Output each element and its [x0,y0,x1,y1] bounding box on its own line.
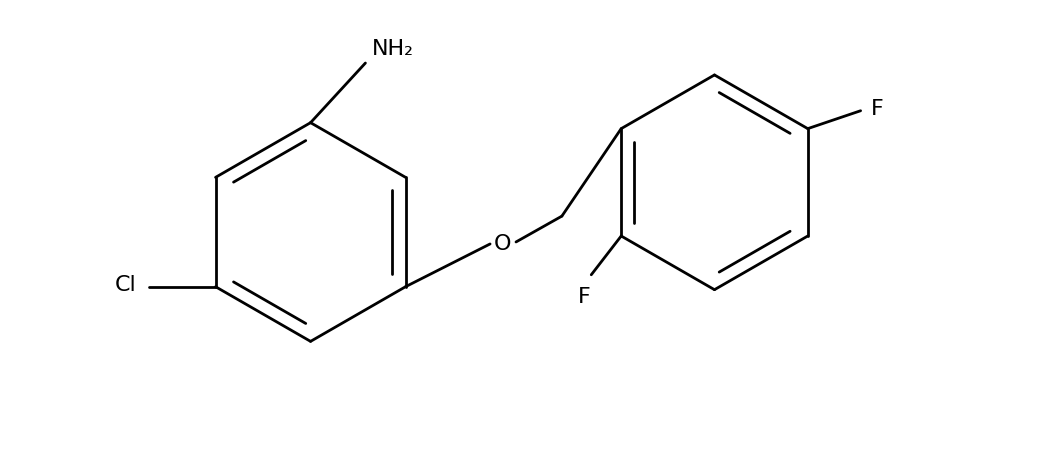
Text: F: F [871,99,883,119]
Text: NH₂: NH₂ [372,39,413,59]
Text: O: O [493,234,511,254]
Text: Cl: Cl [115,275,137,295]
Text: F: F [578,287,591,307]
